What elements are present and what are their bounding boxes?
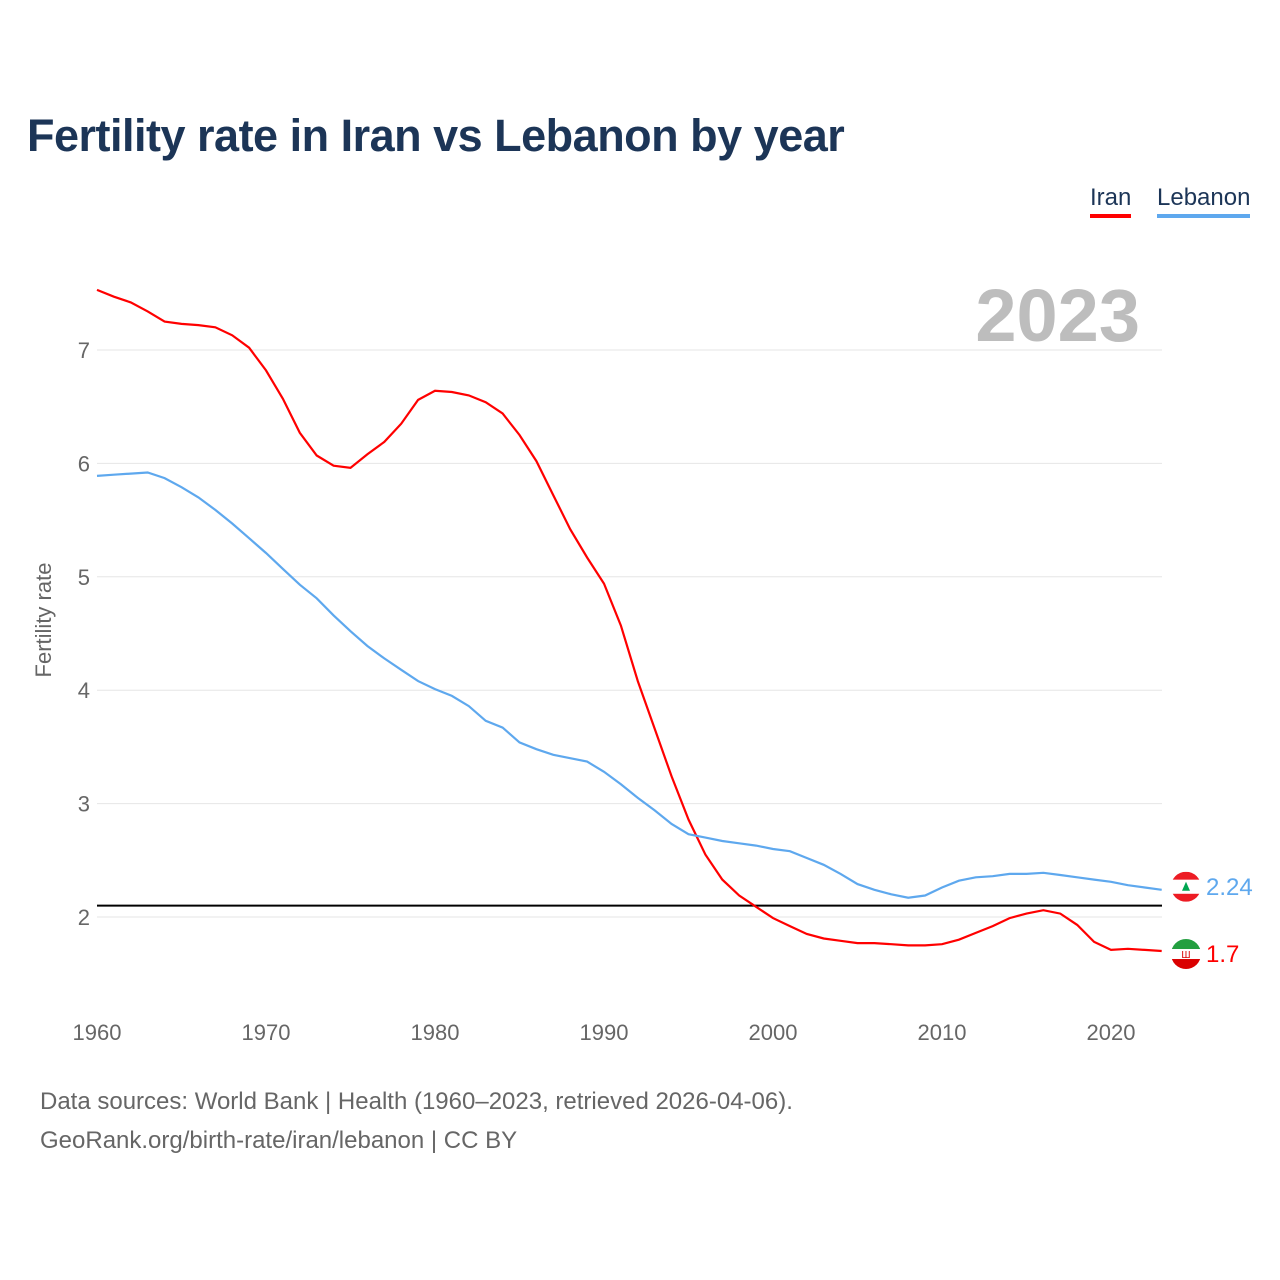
end-value-label-iran: 1.7 (1206, 941, 1239, 968)
series-line-lebanon (96, 471, 1162, 899)
y-tick-label: 7 (78, 338, 90, 363)
legend-item-lebanon[interactable]: Lebanon (1157, 184, 1251, 218)
legend-item-iran[interactable]: Iran (1090, 184, 1132, 218)
chart-title: Fertility rate in Iran vs Lebanon by yea… (27, 110, 845, 161)
x-tick-label: 1990 (580, 1020, 629, 1045)
source-link[interactable]: GeoRank.org/birth-rate/iran/lebanon | CC… (40, 1127, 518, 1154)
x-tick-label: 2010 (918, 1020, 967, 1045)
x-tick-label: 2000 (749, 1020, 798, 1045)
svg-text:Ш: Ш (1181, 950, 1190, 961)
flag-iran-icon: Ш (1171, 939, 1201, 970)
x-tick-label: 1960 (73, 1020, 122, 1045)
source-note: Data sources: World Bank | Health (1960–… (40, 1088, 793, 1115)
y-tick-label: 2 (78, 905, 90, 930)
x-tick-label: 1980 (411, 1020, 460, 1045)
y-tick-label: 4 (78, 678, 90, 703)
y-tick-label: 6 (78, 451, 90, 476)
y-tick-label: 5 (78, 565, 90, 590)
x-tick-label: 2020 (1087, 1020, 1136, 1045)
y-axis-label: Fertility rate (31, 563, 56, 678)
x-tick-label: 1970 (242, 1020, 291, 1045)
y-tick-label: 3 (78, 792, 90, 817)
flag-lebanon-icon (1171, 871, 1201, 902)
year-watermark: 2023 (975, 274, 1140, 357)
end-value-label-lebanon: 2.24 (1206, 874, 1253, 901)
series-line-iran (96, 288, 1162, 953)
